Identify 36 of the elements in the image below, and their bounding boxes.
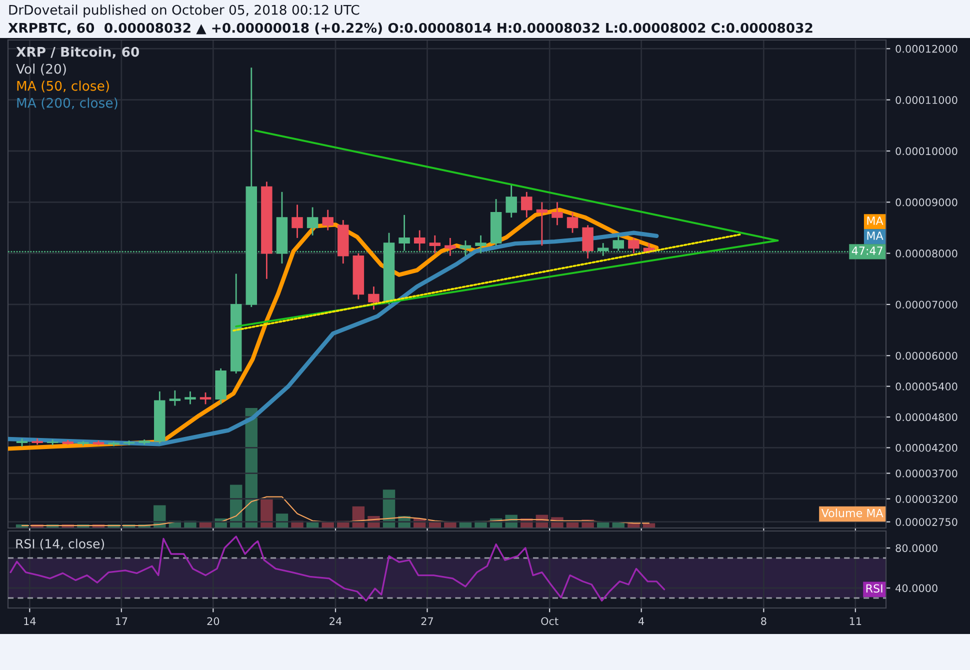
y-tick-label: 0.00003700 (896, 469, 958, 478)
y-tick-label: 80.0000 (896, 544, 938, 552)
text: MA (200, close) (17, 98, 118, 110)
y-tick-label: 0.00003200 (896, 495, 958, 503)
x-tick-label: 20 (207, 617, 220, 626)
chart-title: XRP / Bitcoin, 60 (16, 46, 140, 59)
y-tick-label: 0.00010000 (896, 147, 958, 156)
y-tick-label: 40.0000 (896, 584, 938, 592)
x-tick-label: 17 (116, 617, 128, 625)
text: MA (50, close) (17, 80, 109, 92)
text: Volume MA (821, 508, 884, 518)
text: RSI (866, 584, 882, 593)
annotation: MA (867, 232, 884, 240)
y-tick-label: 0.00004800 (896, 413, 958, 422)
x-tick-label: 27 (421, 617, 433, 625)
y-tick-label: 0.00008000 (896, 250, 958, 258)
y-tick-label: 0.00002750 (896, 518, 958, 526)
x-tick-label: 24 (330, 617, 342, 625)
x-tick-label: 8 (761, 617, 766, 626)
annotation: MA (867, 216, 884, 225)
y-tick-label: 0.00007000 (896, 300, 958, 309)
text: DrDovetail published on October 05, 2018 00:12 UTC (9, 4, 360, 18)
x-tick-label: 11 (850, 617, 862, 625)
x-tick-label: 4 (638, 617, 644, 625)
y-tick-label: 0.00011000 (896, 96, 958, 104)
y-tick-label: 0.00004200 (896, 444, 958, 452)
x-tick-label: Oct (541, 617, 558, 626)
text: RSI (14, close) (16, 538, 104, 550)
text: XRPBTC, 60 0.00008032 ▲ +0.00000018 (+0.22%) O:0.00008014 H:0.00008032 L:0.00008002 C:0.00008032 (8, 22, 812, 35)
x-tick-label: 14 (24, 617, 36, 625)
y-tick-label: 0.00005400 (896, 382, 958, 390)
y-tick-label: 0.00009000 (896, 198, 958, 206)
y-tick-label: 0.00012000 (896, 44, 958, 53)
chart-title: Vol (20) (16, 64, 66, 76)
y-tick-label: 0.00006000 (896, 352, 958, 360)
annotation: 47:47 (852, 246, 882, 255)
